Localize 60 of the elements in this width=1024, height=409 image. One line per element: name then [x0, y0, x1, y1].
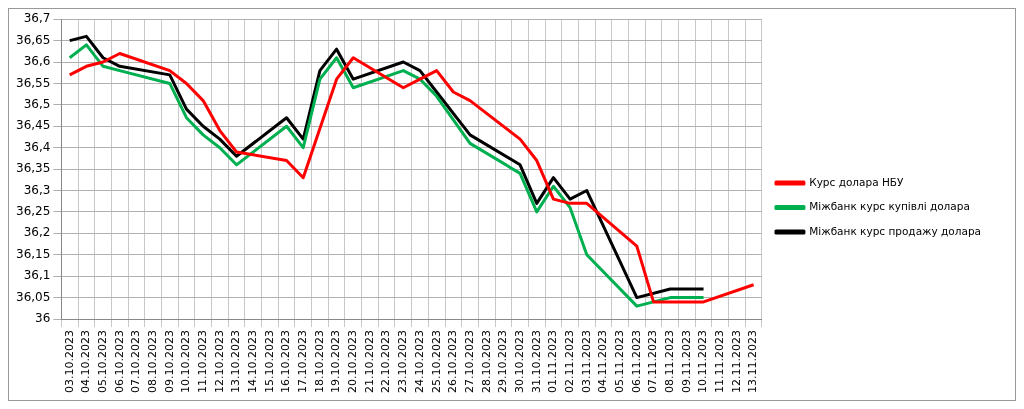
x-tick-label: 08.11.2023 [663, 330, 677, 393]
legend-label: Міжбанк курс продажу долара [809, 224, 981, 237]
x-tick-label: 13.10.2023 [229, 330, 243, 393]
y-tick-label: 36,2 [23, 225, 51, 240]
y-tick-label: 36,4 [23, 139, 51, 154]
x-tick-label: 08.10.2023 [145, 330, 159, 393]
legend-label: Міжбанк курс купівлі долара [809, 200, 970, 213]
x-tick-label: 20.10.2023 [346, 330, 360, 393]
x-tick-label: 16.10.2023 [279, 330, 293, 393]
x-tick-label: 15.10.2023 [262, 330, 276, 393]
x-tick-label: 11.11.2023 [713, 330, 727, 393]
y-tick-label: 36,3 [23, 182, 51, 197]
y-tick-label: 36,65 [15, 32, 51, 47]
x-tick-label: 31.10.2023 [529, 330, 543, 393]
x-tick-label: 12.11.2023 [729, 330, 743, 393]
x-tick-label: 24.10.2023 [412, 330, 426, 393]
x-tick-label: 05.10.2023 [95, 330, 109, 393]
x-tick-label: 07.11.2023 [646, 330, 660, 393]
x-tick-label: 04.11.2023 [596, 330, 610, 393]
y-tick-label: 36,05 [15, 289, 51, 304]
x-tick-label: 06.10.2023 [112, 330, 126, 393]
y-tick-label: 36,15 [15, 246, 51, 261]
x-tick-label: 02.11.2023 [562, 330, 576, 393]
x-tick-label: 04.10.2023 [79, 330, 93, 393]
x-tick-label: 09.11.2023 [679, 330, 693, 393]
x-tick-label: 29.10.2023 [496, 330, 510, 393]
y-tick-label: 36,5 [23, 96, 51, 111]
x-tick-label: 10.11.2023 [696, 330, 710, 393]
x-tick-label: 21.10.2023 [362, 330, 376, 393]
x-tick-label: 05.11.2023 [613, 330, 627, 393]
y-tick-label: 36,7 [23, 11, 51, 26]
x-tick-label: 13.11.2023 [746, 330, 760, 393]
x-tick-label: 17.10.2023 [296, 330, 310, 393]
legend-label: Курс долара НБУ [809, 175, 904, 188]
x-tick-label: 14.10.2023 [246, 330, 260, 393]
x-tick-label: 25.10.2023 [429, 330, 443, 393]
x-tick-label: 12.10.2023 [212, 330, 226, 393]
x-tick-label: 30.10.2023 [512, 330, 526, 393]
x-tick-label: 23.10.2023 [396, 330, 410, 393]
x-tick-label: 18.10.2023 [312, 330, 326, 393]
x-tick-label: 03.11.2023 [579, 330, 593, 393]
y-tick-label: 36,25 [15, 204, 51, 219]
y-tick-label: 36,55 [15, 75, 51, 90]
x-tick-label: 07.10.2023 [129, 330, 143, 393]
x-tick-label: 06.11.2023 [629, 330, 643, 393]
x-tick-label: 11.10.2023 [196, 330, 209, 393]
x-tick-label: 27.10.2023 [462, 330, 476, 393]
y-tick-label: 36,35 [15, 161, 51, 176]
y-tick-label: 36,1 [23, 268, 51, 283]
x-tick-label: 03.10.2023 [62, 330, 76, 393]
y-tick-label: 36,6 [23, 54, 51, 69]
x-tick-label: 26.10.2023 [446, 330, 460, 393]
y-tick-label: 36,45 [15, 118, 51, 133]
x-tick-label: 01.11.2023 [546, 330, 560, 393]
x-tick-label: 28.10.2023 [479, 330, 493, 393]
x-tick-label: 22.10.2023 [379, 330, 393, 393]
x-tick-label: 19.10.2023 [329, 330, 343, 393]
x-tick-label: 10.10.2023 [179, 330, 193, 393]
x-tick-label: 09.10.2023 [162, 330, 176, 393]
y-tick-label: 36 [35, 311, 51, 326]
